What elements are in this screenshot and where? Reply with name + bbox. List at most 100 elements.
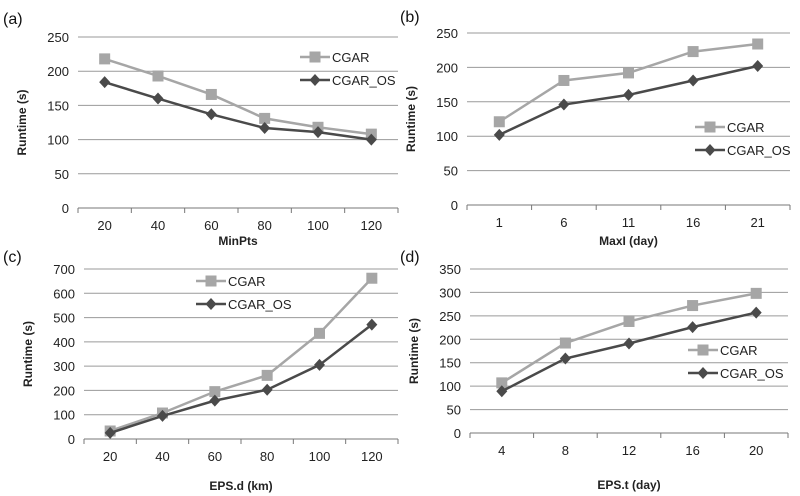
- y-tick-label: 100: [439, 379, 461, 394]
- x-tick-label: 60: [208, 449, 222, 464]
- panel-d: (d) 0 50 100 150 200 250 300 350 4 8 12 16 20 EPS.t (d…: [400, 249, 789, 492]
- series-line: [498, 42, 758, 123]
- legend-item: CGAR: [300, 50, 370, 65]
- data-point: [366, 272, 378, 284]
- legend-label: CGAR: [720, 343, 758, 358]
- legend-item: CGAR: [196, 274, 266, 289]
- legend-label: CGAR_OS: [720, 366, 784, 381]
- legend-item: CGAR_OS: [688, 366, 784, 381]
- series-cgar-os: [496, 306, 762, 398]
- data-point: [687, 300, 699, 312]
- x-tick-label: 16: [686, 215, 700, 230]
- legend-item: CGAR: [688, 343, 758, 358]
- y-tick-label: 200: [53, 383, 75, 398]
- legend-label: CGAR_OS: [332, 73, 396, 88]
- data-point: [99, 53, 111, 65]
- data-point: [493, 116, 505, 128]
- y-tick-label: 0: [68, 432, 75, 447]
- x-tick-label: 20: [97, 218, 111, 233]
- y-tick-label: 100: [53, 408, 75, 423]
- data-point: [205, 108, 217, 121]
- data-point: [261, 383, 273, 396]
- data-point: [687, 46, 699, 58]
- y-axis-title: Runtime (s): [15, 89, 29, 155]
- data-point: [750, 306, 762, 319]
- x-tick-label: 40: [151, 218, 165, 233]
- y-tick-label: 200: [439, 332, 461, 347]
- series-cgar-os: [493, 60, 764, 141]
- legend-marker: [697, 344, 709, 356]
- series-line: [104, 57, 372, 136]
- y-axis-title: Runtime (s): [21, 321, 35, 387]
- data-point: [259, 121, 271, 134]
- data-point: [559, 337, 571, 349]
- panel-c: (c) 0 100 200 300 400 500 600 700 20 40 60 80 100 120 E…: [3, 249, 399, 493]
- data-point: [259, 112, 271, 124]
- y-tick-label: 0: [62, 201, 69, 216]
- legend-item: CGAR_OS: [695, 143, 791, 158]
- data-point: [209, 386, 221, 398]
- x-tick-label: 16: [685, 443, 699, 458]
- data-point: [312, 126, 324, 139]
- data-point: [104, 426, 116, 439]
- series-cgar-os: [99, 76, 377, 146]
- legend-label: CGAR: [228, 274, 266, 289]
- x-tick-label: 8: [562, 443, 569, 458]
- data-point: [623, 315, 635, 327]
- panel-label: (d): [400, 249, 420, 266]
- x-tick-label: 6: [560, 215, 567, 230]
- data-point: [623, 67, 634, 79]
- x-tick-label: 11: [622, 215, 636, 230]
- data-point: [496, 385, 508, 398]
- data-point: [687, 74, 699, 87]
- legend-label: CGAR: [332, 50, 370, 65]
- panel-a: (a) 0 50 100 150 200 250 20 40 60 80 100 120 MinPts Ru…: [3, 11, 399, 248]
- y-axis-title: Runtime (s): [404, 86, 418, 152]
- data-point: [752, 38, 764, 50]
- legend-marker: [205, 275, 217, 287]
- data-point: [314, 358, 325, 371]
- y-tick-label: 250: [436, 26, 458, 41]
- x-tick-label: 80: [257, 218, 271, 233]
- legend-label: CGAR: [727, 120, 765, 135]
- y-tick-label: 300: [53, 359, 75, 374]
- y-tick-label: 150: [439, 356, 461, 371]
- x-tick-label: 80: [260, 449, 274, 464]
- y-tick-label: 50: [55, 167, 69, 182]
- series-line: [104, 80, 372, 141]
- series-line: [109, 323, 373, 435]
- data-point: [493, 128, 505, 141]
- data-point: [209, 394, 221, 407]
- y-tick-label: 150: [436, 95, 458, 110]
- y-tick-label: 250: [439, 309, 461, 324]
- data-point: [623, 88, 634, 101]
- data-point: [366, 318, 378, 331]
- x-tick-label: 40: [155, 449, 169, 464]
- y-tick-label: 200: [436, 60, 458, 75]
- x-tick-label: 120: [360, 218, 382, 233]
- legend-marker: [309, 51, 321, 63]
- legend-item: CGAR: [695, 120, 765, 135]
- series-line: [109, 277, 373, 433]
- data-point: [365, 133, 377, 146]
- x-axis-title: EPS.d (km): [209, 479, 272, 493]
- data-point: [99, 76, 111, 89]
- x-tick-label: 1: [496, 215, 503, 230]
- legend-item: CGAR_OS: [196, 297, 292, 312]
- legend-marker: [205, 298, 217, 310]
- legend-marker: [704, 144, 716, 156]
- x-tick-label: 60: [204, 218, 218, 233]
- panel-label: (c): [3, 249, 22, 266]
- y-tick-label: 350: [439, 262, 461, 277]
- x-tick-label: 12: [622, 443, 636, 458]
- y-tick-label: 200: [47, 64, 69, 79]
- data-point: [314, 327, 325, 339]
- data-point: [750, 287, 762, 299]
- legend-item: CGAR_OS: [300, 73, 396, 88]
- y-tick-label: 600: [53, 286, 75, 301]
- y-axis-title: Runtime (s): [407, 318, 421, 384]
- y-tick-label: 700: [53, 262, 75, 277]
- data-point: [261, 369, 273, 381]
- legend-marker: [697, 367, 709, 379]
- y-tick-label: 250: [47, 30, 69, 45]
